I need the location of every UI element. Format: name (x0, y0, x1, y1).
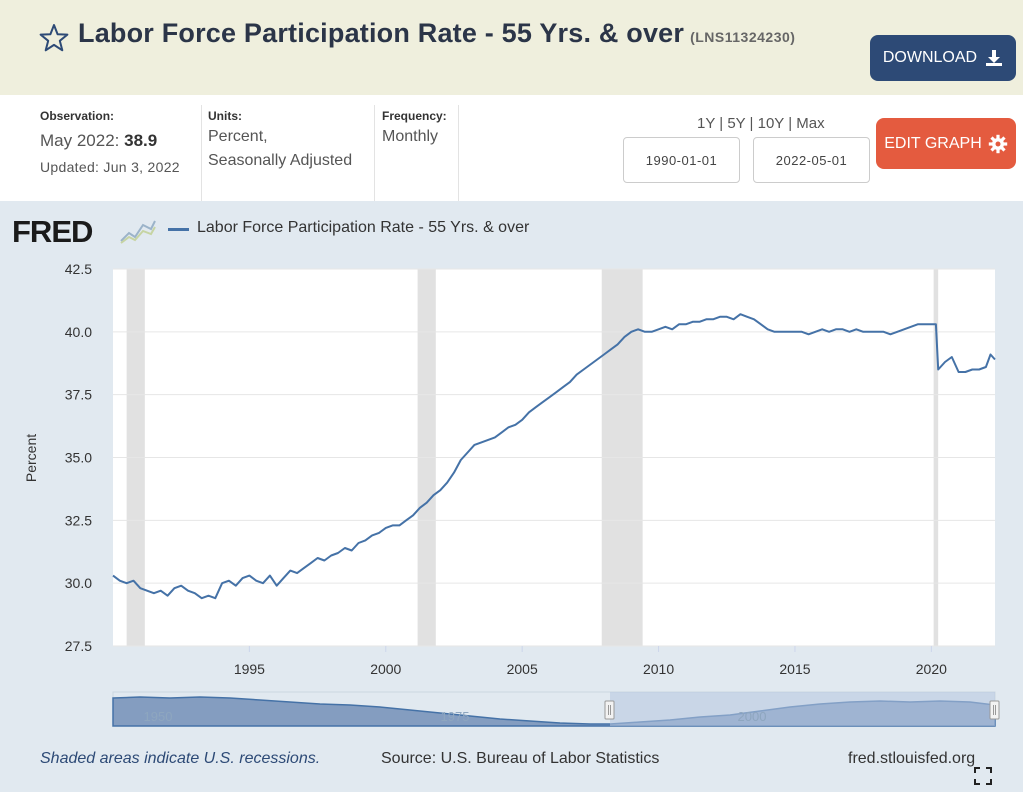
info-divider (374, 105, 375, 201)
range-link-max[interactable]: Max (796, 115, 825, 132)
range-separator: | (715, 115, 728, 132)
edit-graph-button[interactable]: EDIT GRAPH (876, 118, 1016, 169)
y-tick-label: 30.0 (65, 575, 92, 591)
download-icon (986, 50, 1003, 66)
y-axis-ticks: 27.5 30.0 32.5 35.0 37.5 40.0 42.5 (65, 261, 92, 654)
range-link-1y[interactable]: 1Y (697, 115, 716, 132)
download-label: DOWNLOAD (882, 49, 978, 66)
observation-label: Observation: (40, 109, 115, 123)
fred-logo-chart-icon (120, 220, 156, 244)
chart-panel: FRED Labor Force Participation Rate - 55… (0, 201, 1023, 792)
series-info-bar: Observation: May 2022: 38.9 Updated: Jun… (0, 95, 1023, 201)
y-tick-label: 35.0 (65, 450, 92, 466)
star-outline-icon[interactable] (38, 22, 70, 54)
series-title: Labor Force Participation Rate - 55 Yrs.… (78, 18, 795, 49)
y-tick-label: 27.5 (65, 638, 92, 654)
x-tick-label: 2005 (507, 661, 538, 677)
range-link-10y[interactable]: 10Y (757, 115, 785, 132)
units-line2: Seasonally Adjusted (208, 152, 353, 169)
range-separator: | (745, 115, 758, 132)
observation-value-line: May 2022: 38.9 (40, 129, 157, 153)
download-button[interactable]: DOWNLOAD (870, 35, 1016, 81)
start-date-input[interactable]: 1990-01-01 (623, 137, 740, 183)
navigator-label-1950: 1950 (144, 709, 173, 724)
legend-label: Labor Force Participation Rate - 55 Yrs.… (197, 219, 530, 236)
x-axis-ticks: 1995 2000 2005 2010 2015 2020 (234, 646, 947, 677)
fullscreen-icon[interactable] (974, 767, 992, 785)
x-tick-label: 2000 (370, 661, 401, 677)
data-line (112, 313, 996, 600)
x-tick-label: 2015 (779, 661, 810, 677)
fred-site-link[interactable]: fred.stlouisfed.org (848, 750, 976, 767)
legend-swatch (168, 228, 189, 231)
frequency-label: Frequency: (382, 109, 447, 123)
info-divider (458, 105, 459, 201)
range-navigator[interactable]: 1950 1975 2000 (112, 691, 1000, 727)
y-tick-label: 42.5 (65, 261, 92, 277)
info-divider (201, 105, 202, 201)
y-tick-label: 40.0 (65, 324, 92, 340)
navigator-selection[interactable] (610, 692, 995, 726)
navigator-handle-right[interactable] (989, 700, 1000, 720)
observation-date: May 2022: (40, 131, 120, 150)
navigator-handle-left[interactable] (604, 700, 615, 720)
x-tick-label: 1995 (234, 661, 265, 677)
line-chart: 27.5 30.0 32.5 35.0 37.5 40.0 42.5 1995 2000 200… (23, 261, 1000, 727)
gear-icon (988, 134, 1007, 153)
edit-graph-label: EDIT GRAPH (884, 134, 982, 152)
range-link-5y[interactable]: 5Y (727, 115, 746, 132)
data-source: Source: U.S. Bureau of Labor Statistics (381, 750, 660, 767)
navigator-label-2000: 2000 (738, 709, 767, 724)
range-separator: | (784, 115, 797, 132)
observation-value: 38.9 (124, 131, 158, 150)
x-tick-label: 2010 (643, 661, 674, 677)
series-id: (LNS11324230) (690, 29, 796, 45)
range-links: 1Y | 5Y | 10Y | Max (697, 115, 825, 132)
x-tick-label: 2020 (916, 661, 947, 677)
y-tick-label: 37.5 (65, 387, 92, 403)
y-axis-label: Percent (23, 434, 39, 482)
page-header: Labor Force Participation Rate - 55 Yrs.… (0, 0, 1023, 95)
navigator-label-1975: 1975 (441, 709, 470, 724)
frequency-value: Monthly (382, 128, 439, 145)
end-date-input[interactable]: 2022-05-01 (753, 137, 870, 183)
series-title-text: Labor Force Participation Rate - 55 Yrs.… (78, 18, 685, 48)
units-label: Units: (208, 109, 242, 123)
recession-note: Shaded areas indicate U.S. recessions. (40, 750, 321, 767)
updated-date: Updated: Jun 3, 2022 (40, 159, 180, 175)
fred-logo: FRED (12, 214, 93, 249)
units-line1: Percent, (208, 128, 268, 145)
y-tick-label: 32.5 (65, 512, 92, 528)
